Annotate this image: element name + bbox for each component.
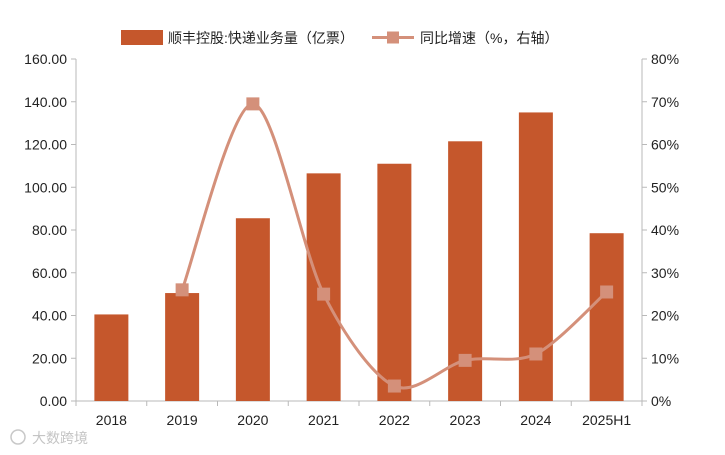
left-tick-label: 140.00 xyxy=(24,94,67,110)
right-tick-label: 10% xyxy=(651,350,679,366)
watermark: 大数跨境 xyxy=(10,429,88,446)
x-tick-label: 2019 xyxy=(167,412,198,428)
right-tick-label: 80% xyxy=(651,51,679,67)
axes: 0.00 20.00 40.00 60.00 80.00 100.00 120.00 140.… xyxy=(24,51,679,428)
left-tick-label: 40.00 xyxy=(32,308,67,324)
right-tick-label: 20% xyxy=(651,308,679,324)
legend-bar-label: 顺丰控股:快递业务量（亿票） xyxy=(168,30,354,46)
legend-line-marker xyxy=(387,31,399,44)
bar-series xyxy=(94,112,624,401)
legend: 顺丰控股:快递业务量（亿票） 同比增速（%，右轴） xyxy=(121,30,558,46)
left-tick-label: 120.00 xyxy=(24,137,67,153)
left-tick-label: 0.00 xyxy=(40,393,67,409)
line-point xyxy=(458,353,472,367)
bar xyxy=(165,293,200,401)
line-point xyxy=(600,285,614,299)
right-tick-label: 70% xyxy=(651,94,679,110)
line-point xyxy=(175,283,189,297)
x-tick-label: 2025H1 xyxy=(582,412,631,428)
legend-line-label: 同比增速（%，右轴） xyxy=(420,30,558,46)
line-point xyxy=(387,379,401,393)
right-tick-label: 40% xyxy=(651,222,679,238)
x-tick-label: 2023 xyxy=(450,412,481,428)
right-tick-label: 0% xyxy=(651,393,671,409)
left-tick-label: 160.00 xyxy=(24,51,67,67)
x-tick-label: 2020 xyxy=(237,412,268,428)
bar xyxy=(306,173,341,401)
left-tick-label: 80.00 xyxy=(32,222,67,238)
left-tick-label: 20.00 xyxy=(32,350,67,366)
line-series xyxy=(175,97,614,393)
left-tick-label: 60.00 xyxy=(32,265,67,281)
x-tick-label: 2021 xyxy=(308,412,339,428)
watermark-text: 大数跨境 xyxy=(32,430,88,446)
x-tick-label: 2018 xyxy=(96,412,127,428)
x-tick-label: 2022 xyxy=(379,412,410,428)
right-tick-label: 60% xyxy=(651,137,679,153)
right-tick-label: 30% xyxy=(651,265,679,281)
line-point xyxy=(317,287,331,301)
bar xyxy=(589,233,624,401)
bar xyxy=(377,163,412,401)
left-tick-label: 100.00 xyxy=(24,179,67,195)
bar xyxy=(94,314,129,401)
bar xyxy=(235,218,270,401)
line-point xyxy=(529,347,543,361)
right-tick-label: 50% xyxy=(651,179,679,195)
line-point xyxy=(246,97,260,111)
x-tick-label: 2024 xyxy=(520,412,551,428)
legend-bar-swatch xyxy=(121,30,163,45)
watermark-icon xyxy=(10,429,26,445)
